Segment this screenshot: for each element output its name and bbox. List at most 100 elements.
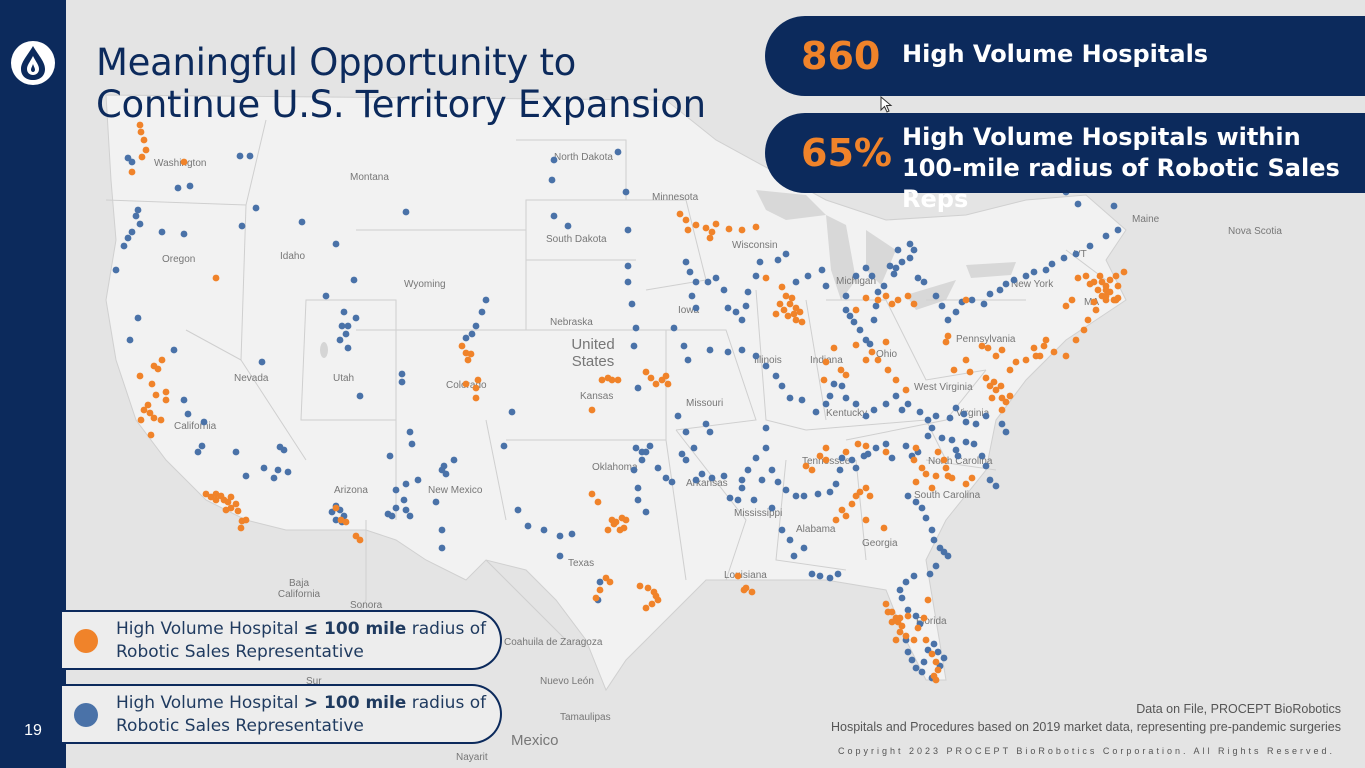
hospital-dot-beyond-radius: [782, 250, 790, 258]
hospital-dot-within-radius: [910, 456, 918, 464]
hospital-dot-within-radius: [232, 500, 240, 508]
hospital-dot-beyond-radius: [866, 340, 874, 348]
hospital-dot-within-radius: [762, 274, 770, 282]
hospital-dot-beyond-radius: [918, 504, 926, 512]
hospital-dot-beyond-radius: [704, 278, 712, 286]
hospital-dot-beyond-radius: [180, 230, 188, 238]
hospital-dot-within-radius: [222, 506, 230, 514]
hospital-dot-beyond-radius: [932, 292, 940, 300]
hospital-dot-beyond-radius: [1060, 254, 1068, 262]
hospital-dot-beyond-radius: [624, 262, 632, 270]
left-sidebar-bar: 19: [0, 0, 66, 768]
hospital-dot-beyond-radius: [406, 428, 414, 436]
hospital-dot-beyond-radius: [128, 228, 136, 236]
hospital-dot-beyond-radius: [344, 344, 352, 352]
hospital-dot-within-radius: [1012, 358, 1020, 366]
copyright-text: Copyright 2023 PROCEPT BioRobotics Corpo…: [838, 746, 1335, 756]
hospital-dot-within-radius: [882, 292, 890, 300]
hospital-dot-beyond-radius: [852, 400, 860, 408]
hospital-dot-beyond-radius: [826, 574, 834, 582]
hospital-dot-beyond-radius: [646, 442, 654, 450]
map-label: Missouri: [686, 398, 724, 409]
hospital-dot-beyond-radius: [756, 258, 764, 266]
hospital-dot-within-radius: [712, 220, 720, 228]
map-label: Nova Scotia: [1228, 226, 1282, 237]
hospital-dot-beyond-radius: [468, 330, 476, 338]
hospital-dot-beyond-radius: [628, 300, 636, 308]
hospital-dot-beyond-radius: [898, 258, 906, 266]
hospital-dot-within-radius: [1072, 336, 1080, 344]
hospital-dot-beyond-radius: [232, 448, 240, 456]
hospital-dot-within-radius: [894, 296, 902, 304]
legend-suffix: radius of Robotic Sales Representative: [116, 619, 487, 662]
hospital-dot-beyond-radius: [968, 296, 976, 304]
hospital-dot-beyond-radius: [724, 348, 732, 356]
map-label: Sur: [306, 676, 322, 687]
hospital-dot-beyond-radius: [812, 408, 820, 416]
hospital-dot-beyond-radius: [892, 392, 900, 400]
hospital-dot-beyond-radius: [850, 318, 858, 326]
hospital-dot-beyond-radius: [846, 312, 854, 320]
hospital-dot-within-radius: [852, 306, 860, 314]
hospital-dot-within-radius: [356, 536, 364, 544]
legend-orange-dot: [74, 629, 98, 653]
hospital-dot-within-radius: [1006, 392, 1014, 400]
hospital-dot-within-radius: [888, 300, 896, 308]
hospital-dot-beyond-radius: [1048, 260, 1056, 268]
hospital-dot-beyond-radius: [432, 498, 440, 506]
hospital-dot-within-radius: [636, 582, 644, 590]
hospital-dot-beyond-radius: [682, 258, 690, 266]
hospital-dot-beyond-radius: [402, 506, 410, 514]
map-label: Kentucky: [826, 408, 868, 419]
hospital-dot-within-radius: [464, 356, 472, 364]
hospital-dot-within-radius: [992, 386, 1000, 394]
hospital-dot-within-radius: [596, 586, 604, 594]
hospital-dot-beyond-radius: [398, 370, 406, 378]
hospital-dot-beyond-radius: [438, 526, 446, 534]
hospital-dot-beyond-radius: [400, 496, 408, 504]
hospital-dot-within-radius: [782, 292, 790, 300]
hospital-dot-beyond-radius: [298, 218, 306, 226]
hospital-dot-within-radius: [162, 396, 170, 404]
hospital-dot-beyond-radius: [864, 450, 872, 458]
hospital-dot-beyond-radius: [690, 444, 698, 452]
hospital-dot-beyond-radius: [792, 492, 800, 500]
hospital-dot-beyond-radius: [862, 264, 870, 272]
hospital-dot-within-radius: [798, 318, 806, 326]
hospital-dot-beyond-radius: [438, 466, 446, 474]
hospital-dot-beyond-radius: [804, 272, 812, 280]
hospital-dot-within-radius: [892, 376, 900, 384]
hospital-dot-within-radius: [642, 368, 650, 376]
hospital-dot-beyond-radius: [624, 278, 632, 286]
hospital-dot-beyond-radius: [962, 418, 970, 426]
hospital-dot-within-radius: [842, 371, 850, 379]
map-label: Idaho: [280, 251, 306, 262]
hospital-dot-beyond-radius: [920, 278, 928, 286]
hospital-dot-beyond-radius: [1042, 266, 1050, 274]
hospital-dot-within-radius: [150, 414, 158, 422]
hospital-dot-within-radius: [1090, 298, 1098, 306]
hospital-dot-within-radius: [1062, 302, 1070, 310]
hospital-dot-beyond-radius: [720, 472, 728, 480]
hospital-dot-beyond-radius: [350, 276, 358, 284]
hospital-dot-within-radius: [904, 292, 912, 300]
hospital-dot-beyond-radius: [174, 184, 182, 192]
hospital-dot-beyond-radius: [540, 526, 548, 534]
map-label: Wyoming: [404, 279, 446, 290]
hospital-dot-within-radius: [664, 380, 672, 388]
hospital-dot-beyond-radius: [872, 302, 880, 310]
hospital-dot-beyond-radius: [482, 296, 490, 304]
hospital-dot-within-radius: [990, 378, 998, 386]
hospital-dot-within-radius: [788, 294, 796, 302]
hospital-dot-beyond-radius: [550, 212, 558, 220]
map-label: Oregon: [162, 254, 196, 265]
hospital-dot-within-radius: [892, 636, 900, 644]
hospital-dot-within-radius: [1050, 348, 1058, 356]
hospital-dot-within-radius: [808, 466, 816, 474]
hospital-dot-within-radius: [1120, 268, 1128, 276]
hospital-dot-beyond-radius: [894, 246, 902, 254]
hospital-dot-beyond-radius: [778, 382, 786, 390]
hospital-dot-beyond-radius: [904, 400, 912, 408]
hospital-dot-beyond-radius: [238, 222, 246, 230]
hospital-dot-beyond-radius: [856, 326, 864, 334]
